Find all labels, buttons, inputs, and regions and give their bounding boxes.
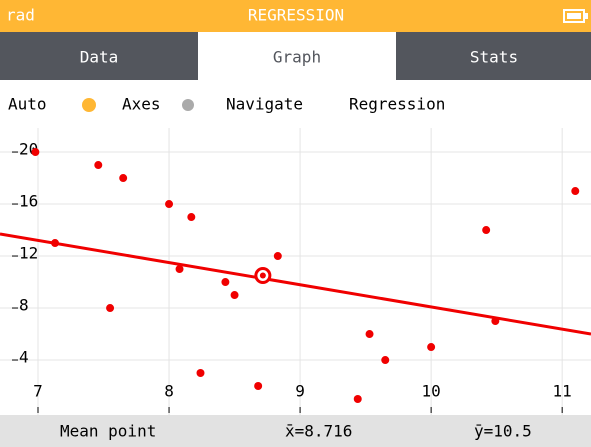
- y-tick-label: 8: [19, 296, 29, 315]
- data-point: [273, 252, 282, 261]
- toolbar-button[interactable]: Auto: [8, 95, 47, 114]
- data-point: [31, 148, 40, 157]
- tab[interactable]: Graph: [273, 48, 321, 67]
- tab[interactable]: Data: [80, 48, 119, 67]
- data-point: [221, 278, 230, 287]
- angle-mode: rad: [6, 6, 35, 25]
- x-tick-label: 8: [164, 382, 174, 401]
- data-point: [365, 330, 374, 339]
- footer-label: Mean point: [60, 422, 156, 441]
- auto-indicator: [82, 98, 96, 112]
- x-tick-label: 11: [553, 382, 572, 401]
- data-point: [482, 226, 491, 235]
- data-point: [491, 317, 500, 326]
- data-point: [187, 213, 196, 222]
- data-point: [196, 369, 205, 378]
- x-tick-label: 9: [295, 382, 305, 401]
- data-point: [106, 304, 115, 313]
- tab-selected: [198, 32, 396, 80]
- y-tick-label: 12: [19, 244, 38, 263]
- data-point: [381, 356, 390, 365]
- data-point: [165, 200, 174, 209]
- mean-point-dot: [259, 272, 266, 279]
- mean-x: x̄=8.716: [285, 422, 352, 441]
- data-point: [427, 343, 436, 352]
- x-tick-label: 10: [421, 382, 440, 401]
- y-tick-label: 16: [19, 192, 38, 211]
- battery: [563, 9, 588, 23]
- data-point: [94, 161, 103, 170]
- data-point: [571, 187, 580, 196]
- toolbar-button[interactable]: Axes: [122, 95, 161, 114]
- data-point: [230, 291, 239, 300]
- toolbar-button[interactable]: Navigate: [226, 95, 303, 114]
- tab[interactable]: Stats: [470, 48, 518, 67]
- mean-y: ȳ=10.5: [474, 422, 532, 441]
- data-point: [353, 395, 362, 404]
- axes-indicator: [182, 99, 194, 111]
- toolbar-button[interactable]: Regression: [349, 95, 445, 114]
- status-bar: [0, 0, 591, 32]
- footer-bar: [0, 415, 591, 447]
- data-point: [254, 382, 263, 391]
- y-tick-label: 4: [19, 348, 29, 367]
- data-point: [119, 174, 128, 183]
- x-tick-label: 7: [33, 382, 43, 401]
- data-point: [51, 239, 60, 248]
- regression-line: [0, 232, 591, 336]
- app-title: REGRESSION: [248, 6, 344, 25]
- data-point: [175, 265, 184, 274]
